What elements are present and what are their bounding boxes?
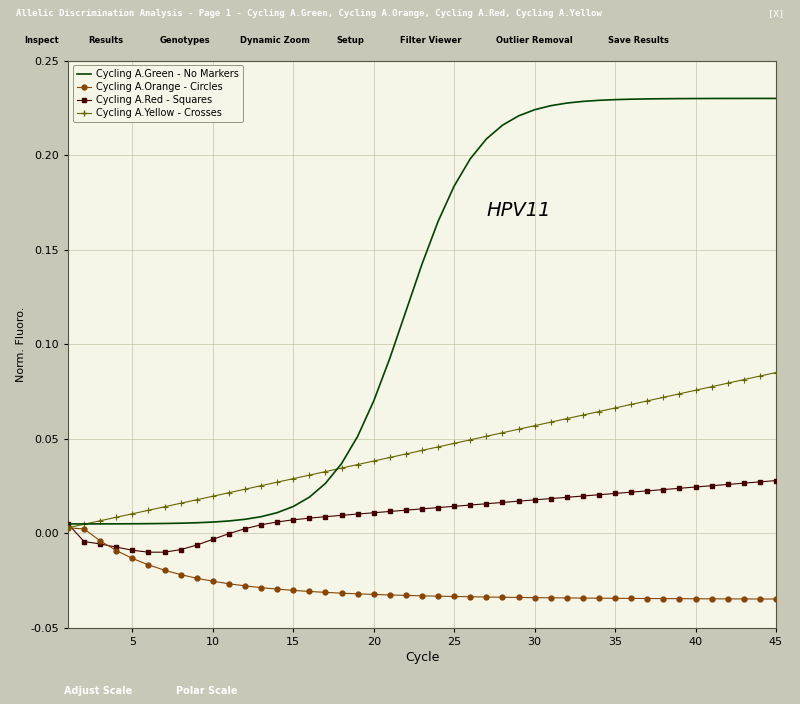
- X-axis label: Cycle: Cycle: [405, 651, 439, 664]
- Text: Allelic Discrimination Analysis - Page 1 - Cycling A.Green, Cycling A.Orange, Cy: Allelic Discrimination Analysis - Page 1…: [16, 9, 602, 18]
- Legend: Cycling A.Green - No Markers, Cycling A.Orange - Circles, Cycling A.Red - Square: Cycling A.Green - No Markers, Cycling A.…: [73, 65, 243, 122]
- Text: Genotypes: Genotypes: [160, 36, 210, 44]
- Text: Save Results: Save Results: [608, 36, 669, 44]
- Y-axis label: Norm. Fluoro.: Norm. Fluoro.: [16, 306, 26, 382]
- Text: Dynamic Zoom: Dynamic Zoom: [240, 36, 310, 44]
- Text: Results: Results: [88, 36, 123, 44]
- Text: Setup: Setup: [336, 36, 364, 44]
- Text: [X]: [X]: [768, 9, 784, 18]
- Text: Polar Scale: Polar Scale: [176, 686, 238, 696]
- Text: Outlier Removal: Outlier Removal: [496, 36, 573, 44]
- Text: HPV11: HPV11: [486, 201, 551, 220]
- Text: Adjust Scale: Adjust Scale: [64, 686, 132, 696]
- Text: Filter Viewer: Filter Viewer: [400, 36, 462, 44]
- Text: Inspect: Inspect: [24, 36, 58, 44]
